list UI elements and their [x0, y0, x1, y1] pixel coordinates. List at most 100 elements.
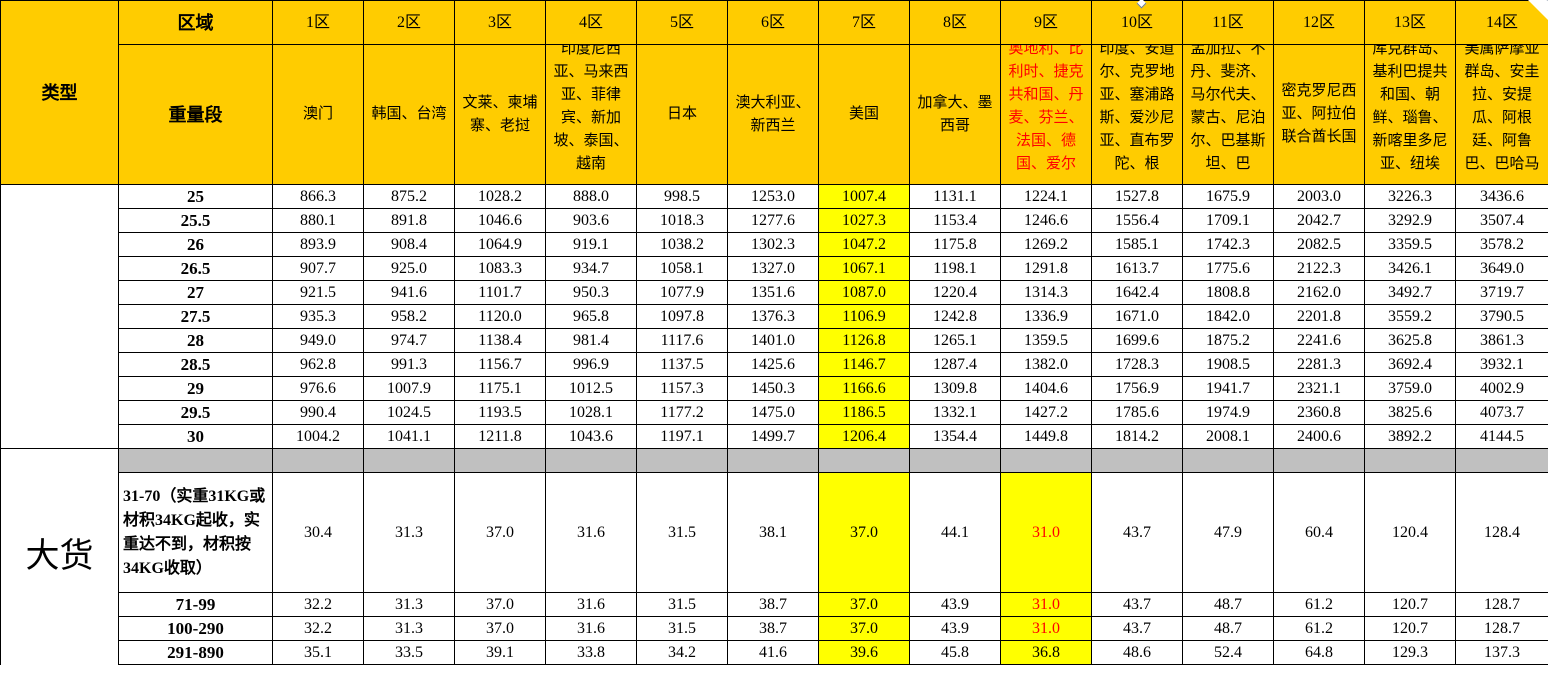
bulk-price-cell[interactable]: 31.5 — [636, 592, 728, 617]
bulk-price-cell[interactable]: 35.1 — [272, 640, 364, 665]
price-cell[interactable]: 1047.2 — [818, 232, 910, 257]
price-cell[interactable]: 1253.0 — [727, 184, 819, 209]
price-cell[interactable]: 1166.6 — [818, 376, 910, 401]
price-cell[interactable]: 1157.3 — [636, 376, 728, 401]
price-cell[interactable]: 1211.8 — [454, 424, 546, 449]
zone-3-header[interactable]: 3区 — [454, 0, 546, 45]
bulk-price-cell[interactable]: 41.6 — [727, 640, 819, 665]
bulk-price-cell[interactable]: 33.5 — [363, 640, 455, 665]
price-cell[interactable]: 3625.8 — [1364, 328, 1456, 353]
price-cell[interactable]: 941.6 — [363, 280, 455, 305]
bulk-price-cell[interactable]: 31.3 — [363, 616, 455, 641]
price-cell[interactable]: 1475.0 — [727, 400, 819, 425]
bulk-price-cell[interactable]: 34.2 — [636, 640, 728, 665]
price-cell[interactable]: 1808.8 — [1182, 280, 1274, 305]
price-cell[interactable]: 1775.6 — [1182, 256, 1274, 281]
price-cell[interactable]: 1024.5 — [363, 400, 455, 425]
price-cell[interactable]: 1120.0 — [454, 304, 546, 329]
bulk-price-cell[interactable]: 44.1 — [909, 472, 1001, 593]
price-cell[interactable]: 1359.5 — [1000, 328, 1092, 353]
price-cell[interactable]: 880.1 — [272, 208, 364, 233]
bulk-price-cell[interactable]: 31.0 — [1000, 472, 1092, 593]
bulk-price-cell[interactable]: 43.9 — [909, 616, 1001, 641]
price-cell[interactable]: 2082.5 — [1273, 232, 1365, 257]
bulk-price-cell[interactable]: 31.3 — [363, 472, 455, 593]
price-cell[interactable]: 1449.8 — [1000, 424, 1092, 449]
weight-cell[interactable]: 30 — [118, 424, 273, 449]
price-cell[interactable]: 981.4 — [545, 328, 637, 353]
price-cell[interactable]: 976.6 — [272, 376, 364, 401]
bulk-price-cell[interactable]: 61.2 — [1273, 592, 1365, 617]
zone-10-countries[interactable]: 印度、安道尔、克罗地亚、塞浦路斯、爱沙尼亚、直布罗陀、根 — [1091, 44, 1183, 185]
price-cell[interactable]: 1671.0 — [1091, 304, 1183, 329]
zone-6-countries[interactable]: 澳大利亚、新西兰 — [727, 44, 819, 185]
price-cell[interactable]: 3559.2 — [1364, 304, 1456, 329]
price-cell[interactable]: 958.2 — [363, 304, 455, 329]
bulk-price-cell[interactable]: 38.7 — [727, 592, 819, 617]
price-cell[interactable]: 1028.2 — [454, 184, 546, 209]
zone-12-header[interactable]: 12区 — [1273, 0, 1365, 45]
price-cell[interactable]: 3861.3 — [1455, 328, 1548, 353]
price-cell[interactable]: 4073.7 — [1455, 400, 1548, 425]
price-cell[interactable]: 1126.8 — [818, 328, 910, 353]
price-cell[interactable]: 3649.0 — [1455, 256, 1548, 281]
bulk-price-cell[interactable]: 37.0 — [454, 592, 546, 617]
price-cell[interactable]: 1064.9 — [454, 232, 546, 257]
price-cell[interactable]: 965.8 — [545, 304, 637, 329]
price-cell[interactable]: 1246.6 — [1000, 208, 1092, 233]
zone-8-header[interactable]: 8区 — [909, 0, 1001, 45]
price-cell[interactable]: 2008.1 — [1182, 424, 1274, 449]
zone-3-countries[interactable]: 文莱、柬埔寨、老挝 — [454, 44, 546, 185]
price-cell[interactable]: 1138.4 — [454, 328, 546, 353]
price-cell[interactable]: 1193.5 — [454, 400, 546, 425]
price-cell[interactable]: 3692.4 — [1364, 352, 1456, 377]
price-cell[interactable]: 2241.6 — [1273, 328, 1365, 353]
bulk-price-cell[interactable]: 43.7 — [1091, 472, 1183, 593]
price-cell[interactable]: 1756.9 — [1091, 376, 1183, 401]
price-cell[interactable]: 919.1 — [545, 232, 637, 257]
price-cell[interactable]: 1875.2 — [1182, 328, 1274, 353]
price-cell[interactable]: 1269.2 — [1000, 232, 1092, 257]
price-cell[interactable]: 1043.6 — [545, 424, 637, 449]
price-cell[interactable]: 3759.0 — [1364, 376, 1456, 401]
weight-cell[interactable]: 29.5 — [118, 400, 273, 425]
bulk-price-cell[interactable]: 43.7 — [1091, 592, 1183, 617]
weight-cell[interactable]: 28 — [118, 328, 273, 353]
price-cell[interactable]: 996.9 — [545, 352, 637, 377]
price-cell[interactable]: 934.7 — [545, 256, 637, 281]
price-cell[interactable]: 1351.6 — [727, 280, 819, 305]
price-cell[interactable]: 2003.0 — [1273, 184, 1365, 209]
zone-7-countries[interactable]: 美国 — [818, 44, 910, 185]
price-cell[interactable]: 1197.1 — [636, 424, 728, 449]
price-cell[interactable]: 3359.5 — [1364, 232, 1456, 257]
price-cell[interactable]: 998.5 — [636, 184, 728, 209]
zone-5-countries[interactable]: 日本 — [636, 44, 728, 185]
price-cell[interactable]: 1401.0 — [727, 328, 819, 353]
bulk-price-cell[interactable]: 31.0 — [1000, 616, 1092, 641]
price-cell[interactable]: 991.3 — [363, 352, 455, 377]
bulk-price-cell[interactable]: 30.4 — [272, 472, 364, 593]
price-cell[interactable]: 875.2 — [363, 184, 455, 209]
price-cell[interactable]: 1287.4 — [909, 352, 1001, 377]
bulk-price-cell[interactable]: 47.9 — [1182, 472, 1274, 593]
bulk-weight-cell[interactable]: 291-890 — [118, 640, 273, 665]
bulk-price-cell[interactable]: 45.8 — [909, 640, 1001, 665]
zone-11-countries[interactable]: 孟加拉、不丹、斐济、马尔代夫、蒙古、尼泊尔、巴基斯坦、巴 — [1182, 44, 1274, 185]
bulk-price-cell[interactable]: 31.3 — [363, 592, 455, 617]
price-cell[interactable]: 4002.9 — [1455, 376, 1548, 401]
bulk-price-cell[interactable]: 32.2 — [272, 592, 364, 617]
price-cell[interactable]: 935.3 — [272, 304, 364, 329]
price-cell[interactable]: 1814.2 — [1091, 424, 1183, 449]
price-cell[interactable]: 1974.9 — [1182, 400, 1274, 425]
price-cell[interactable]: 1058.1 — [636, 256, 728, 281]
price-cell[interactable]: 1908.5 — [1182, 352, 1274, 377]
price-cell[interactable]: 2201.8 — [1273, 304, 1365, 329]
bulk-price-cell[interactable]: 120.4 — [1364, 472, 1456, 593]
price-cell[interactable]: 1027.3 — [818, 208, 910, 233]
bulk-price-cell[interactable]: 128.7 — [1455, 592, 1548, 617]
bulk-price-cell[interactable]: 37.0 — [818, 616, 910, 641]
bulk-price-cell[interactable]: 64.8 — [1273, 640, 1365, 665]
bulk-price-cell[interactable]: 31.6 — [545, 472, 637, 593]
price-cell[interactable]: 1382.0 — [1000, 352, 1092, 377]
price-cell[interactable]: 4144.5 — [1455, 424, 1548, 449]
